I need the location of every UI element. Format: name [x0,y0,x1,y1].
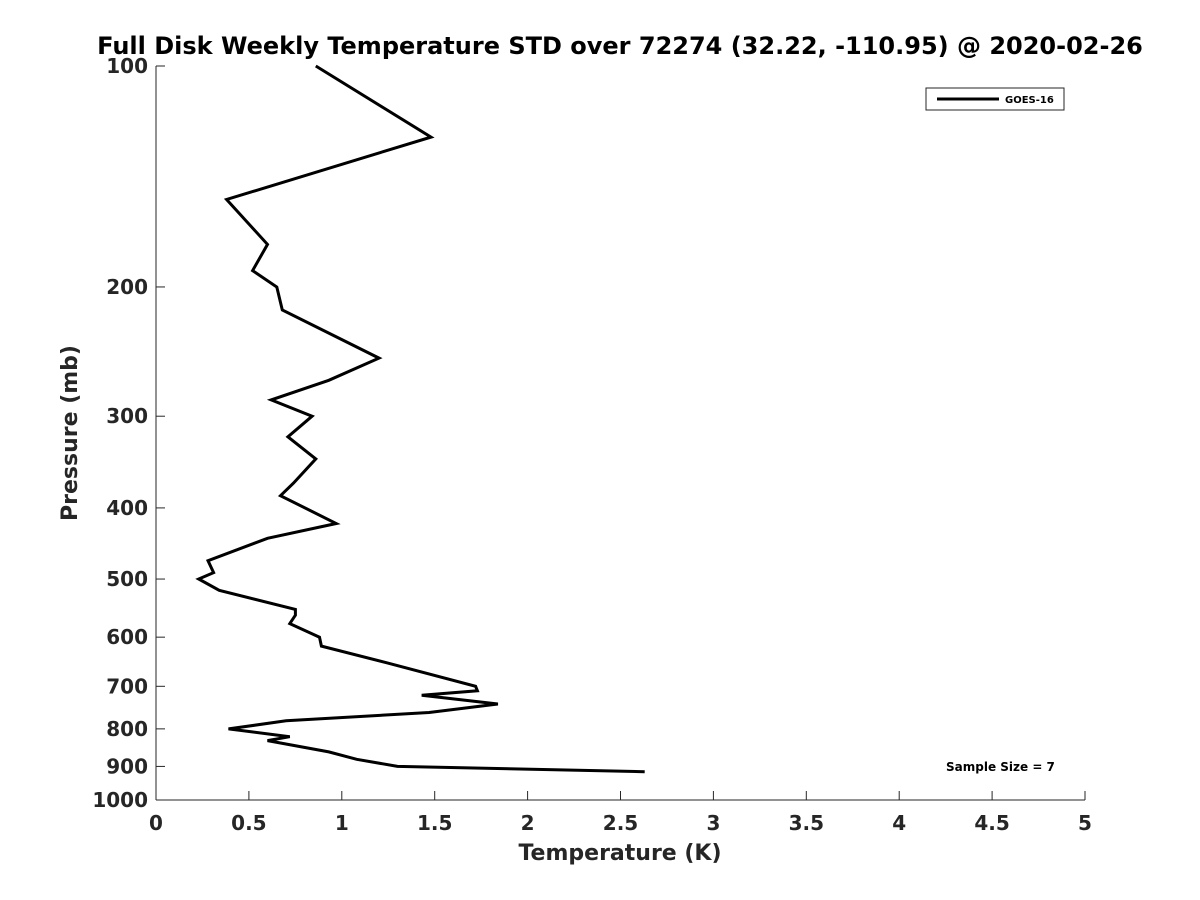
sample-size-annotation: Sample Size = 7 [946,760,1055,774]
y-tick-label: 400 [106,496,148,520]
x-tick-label: 1 [335,811,349,835]
chart-title: Full Disk Weekly Temperature STD over 72… [97,32,1143,60]
x-tick-label: 3.5 [789,811,824,835]
x-tick-label: 4 [892,811,906,835]
series-line-goes-16 [195,64,645,774]
x-tick-label: 3 [706,811,720,835]
x-tick-label: 0.5 [231,811,266,835]
legend: GOES-16 [925,87,1065,111]
x-axis-label: Temperature (K) [518,841,721,866]
series-layer [195,64,645,774]
x-tick-label: 2 [521,811,535,835]
y-tick-label: 300 [106,404,148,428]
y-tick-label: 600 [106,625,148,649]
x-tick-label: 0 [149,811,163,835]
y-tick-label: 900 [106,754,148,778]
x-tick-label: 1.5 [417,811,452,835]
y-axis-ticks: 100 200 300 400 500 600 700 800 900 1000 [92,54,165,812]
y-tick-label: 700 [106,674,148,698]
x-tick-label: 2.5 [603,811,638,835]
y-tick-label: 500 [106,567,148,591]
y-tick-label: 1000 [92,788,148,812]
plot-area [155,66,1085,801]
x-tick-label: 4.5 [974,811,1009,835]
x-axis-ticks: 0 0.5 1 1.5 2 2.5 3 3.5 4 4.5 5 [149,791,1092,835]
legend-entry-goes-16: GOES-16 [1005,95,1054,106]
y-tick-label: 800 [106,717,148,741]
y-axis-label: Pressure (mb) [58,345,83,521]
y-tick-label: 100 [106,54,148,78]
x-tick-label: 5 [1078,811,1092,835]
y-tick-label: 200 [106,275,148,299]
